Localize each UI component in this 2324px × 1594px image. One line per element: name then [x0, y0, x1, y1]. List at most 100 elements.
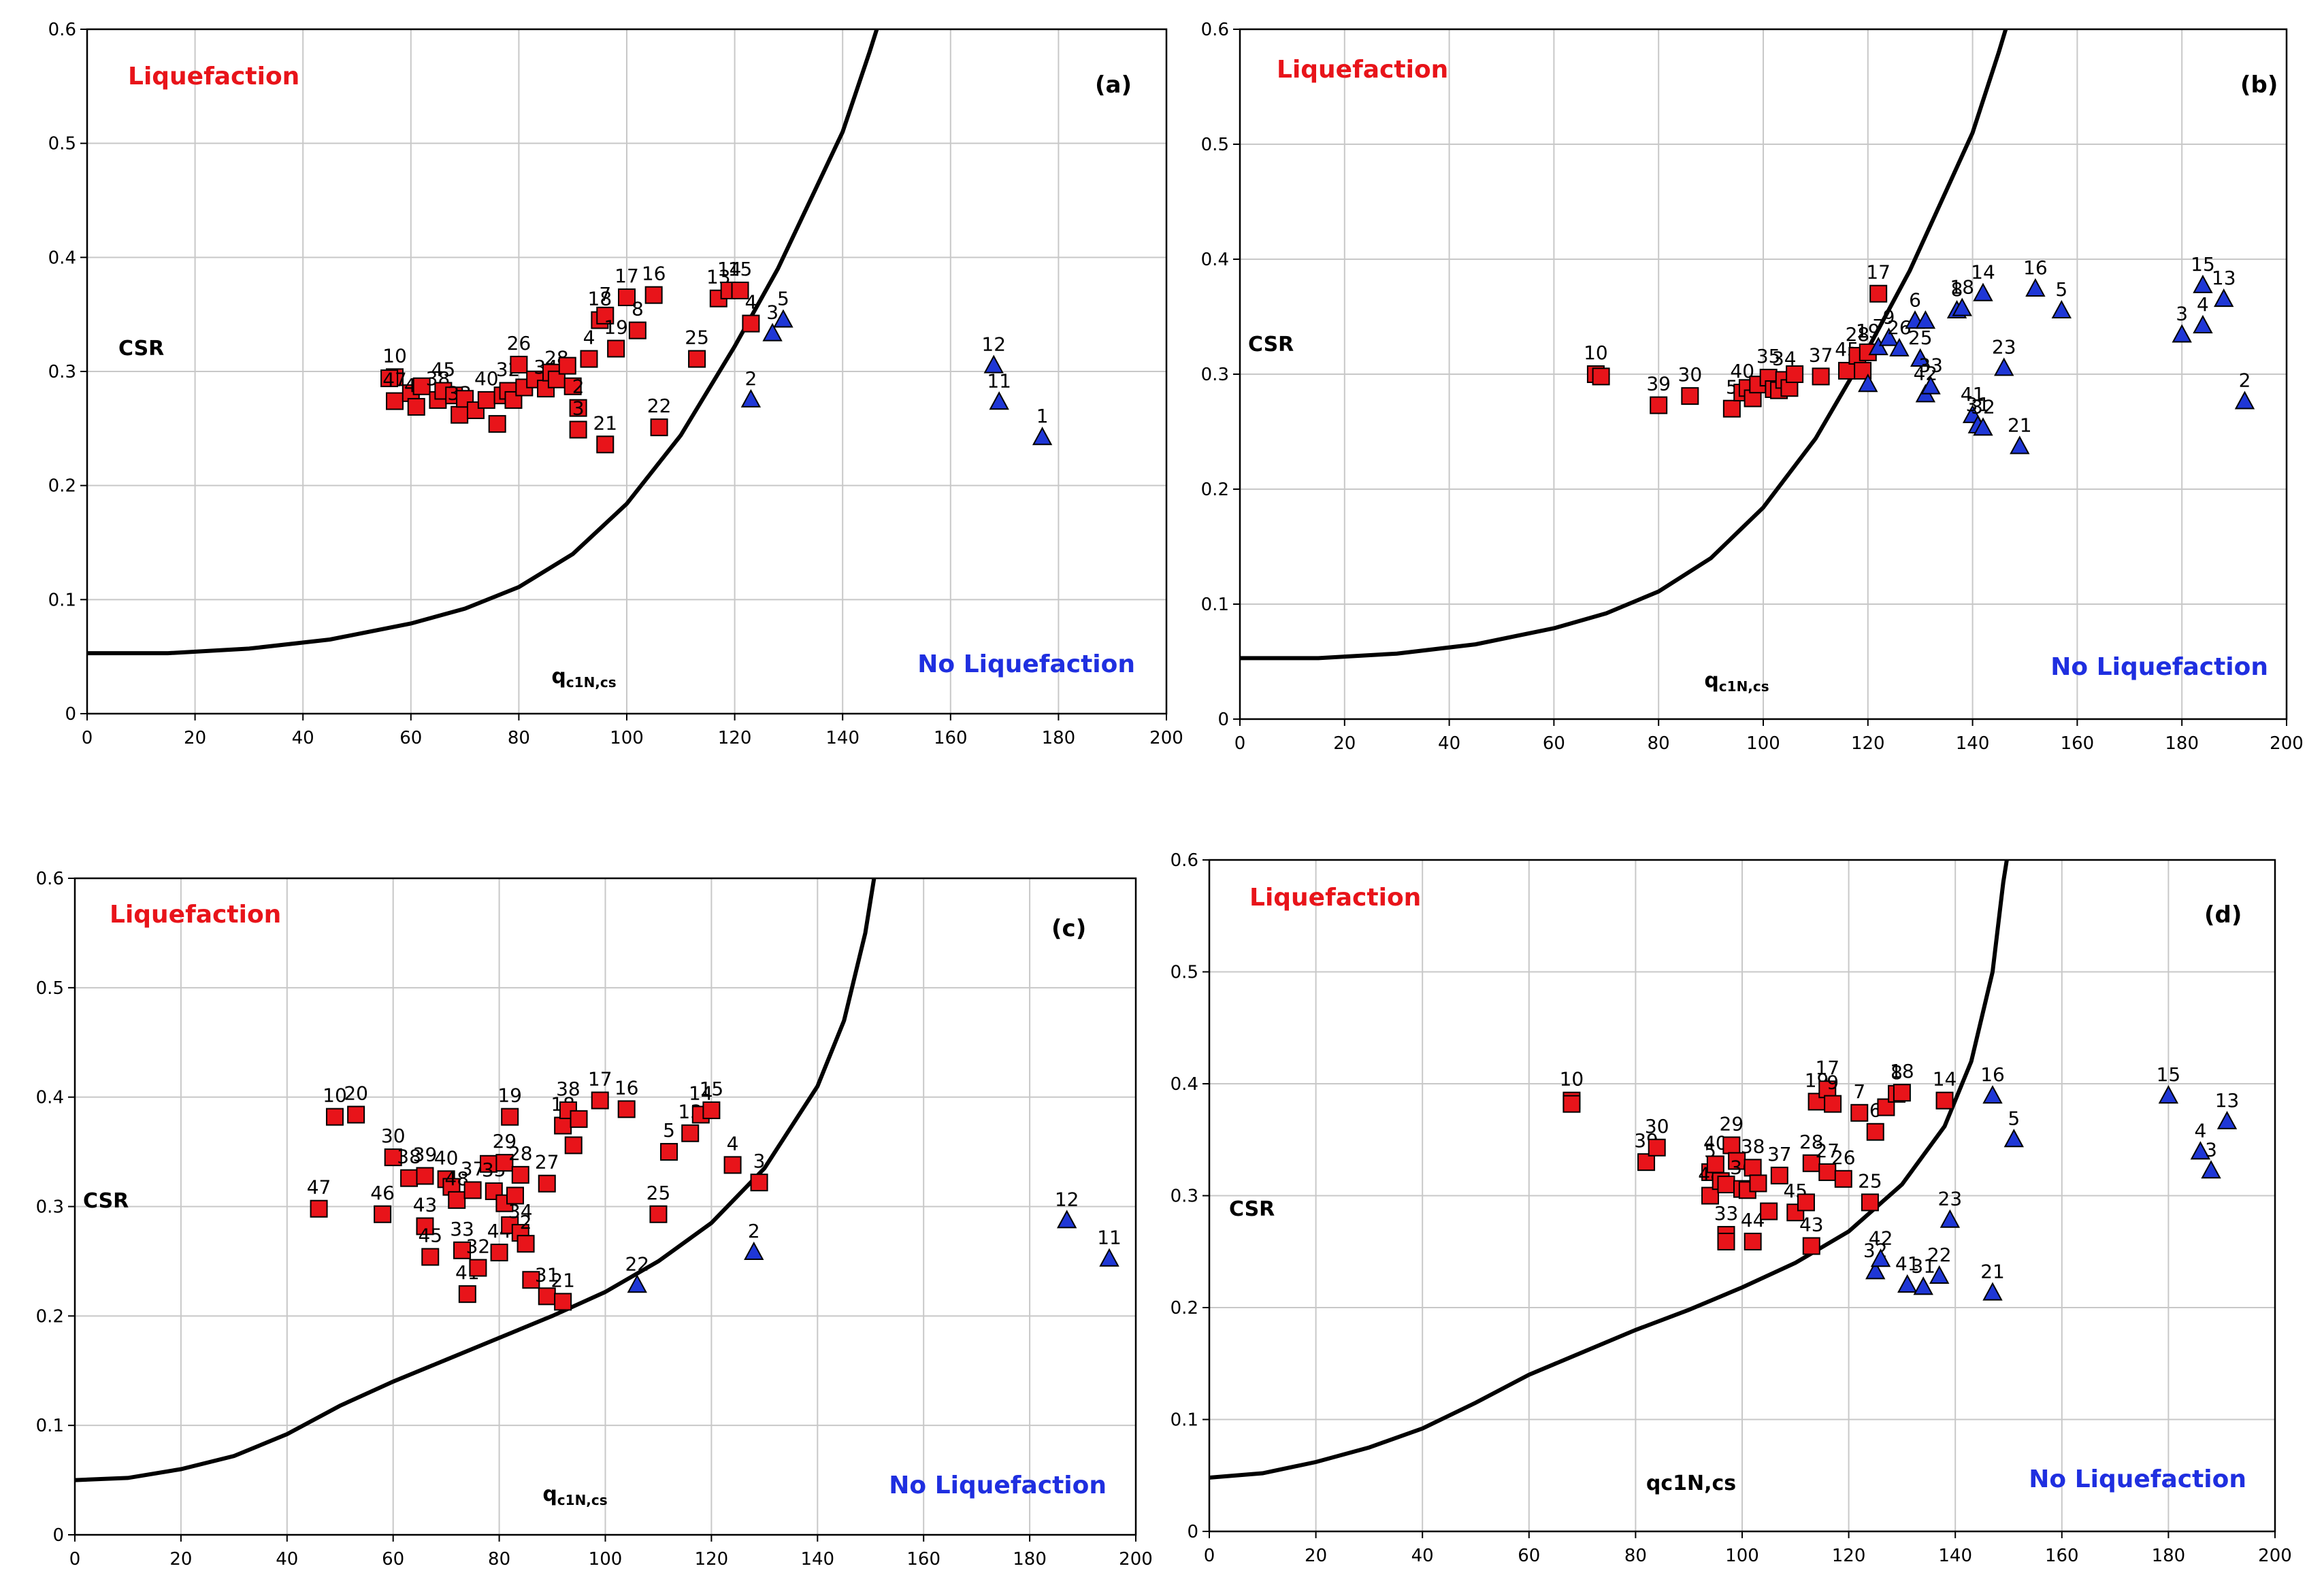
- liquefaction-point: [1744, 1159, 1762, 1177]
- liquefaction-point: [1744, 1232, 1762, 1250]
- no-liquefaction-point: [1920, 376, 1941, 395]
- y-tick-label: 0: [65, 704, 76, 725]
- point-label: 37: [1809, 344, 1833, 366]
- liquefaction-point: [1866, 1123, 1884, 1141]
- point-label: 37: [1767, 1143, 1792, 1165]
- liquefaction-point: [1818, 1080, 1837, 1099]
- liquefaction-point: [1637, 1153, 1656, 1172]
- point-label: 25: [1908, 327, 1933, 349]
- point-label: 14: [717, 258, 742, 280]
- x-tick-label: 80: [1648, 733, 1670, 754]
- point-label: 33: [450, 1218, 474, 1240]
- liquefaction-point: [1681, 387, 1699, 405]
- point-label: 18: [1950, 276, 1974, 299]
- no-liquefaction-point: [1870, 1248, 1891, 1267]
- point-label: 16: [2023, 256, 2048, 279]
- point-label: 10: [323, 1084, 347, 1107]
- point-label: 8: [1891, 1061, 1903, 1084]
- liquefaction-point: [510, 355, 528, 373]
- point-label: 33: [1714, 1202, 1739, 1225]
- liquefaction-point: [628, 321, 647, 339]
- point-label: 9: [1827, 1072, 1839, 1094]
- point-label: 25: [685, 327, 709, 349]
- no-liquefaction-region-label: No Liquefaction: [889, 1472, 1107, 1499]
- y-axis-title: CSR: [1229, 1197, 1275, 1221]
- point-label: 7: [599, 283, 611, 305]
- no-liquefaction-point: [2234, 391, 2255, 410]
- x-tick-label: 180: [1013, 1549, 1047, 1570]
- grid: [87, 29, 1166, 714]
- liquefaction-point: [1722, 1136, 1741, 1155]
- point-label: 19: [1856, 320, 1880, 342]
- point-label: 3: [766, 301, 779, 324]
- liquefaction-point: [554, 1293, 572, 1311]
- point-label: 20: [344, 1082, 368, 1104]
- x-tick-label: 40: [292, 728, 314, 748]
- point-label: 4: [583, 327, 595, 349]
- no-liquefaction-point: [2190, 1141, 2211, 1160]
- x-tick-label: 20: [1333, 733, 1356, 754]
- liquefaction-point: [480, 1155, 498, 1173]
- liquefaction-point: [660, 1143, 678, 1161]
- point-label: 25: [1858, 1169, 1882, 1192]
- point-label: 6: [1909, 288, 1921, 311]
- liquefaction-point: [1701, 1186, 1720, 1205]
- liquefaction-point: [1797, 1193, 1815, 1212]
- no-liquefaction-point: [1032, 427, 1053, 446]
- x-tick-label: 120: [1851, 733, 1885, 754]
- liquefaction-point: [1802, 1154, 1820, 1172]
- point-label: 40: [434, 1146, 459, 1169]
- liquefaction-point: [563, 377, 582, 395]
- no-liquefaction-point: [744, 1241, 764, 1261]
- liquefaction-point: [1650, 396, 1668, 414]
- point-label: 38: [556, 1078, 580, 1100]
- point-label: 21: [593, 412, 617, 434]
- point-label: 14: [1971, 261, 1995, 284]
- y-tick-label: 0.2: [1201, 480, 1229, 500]
- liquefaction-point: [580, 350, 598, 368]
- point-label: 21: [1980, 1261, 2005, 1283]
- point-label: 4: [2197, 293, 2209, 316]
- y-tick-label: 0: [1217, 710, 1229, 730]
- point-label: 2: [520, 1211, 532, 1233]
- liquefaction-point: [1802, 1237, 1820, 1255]
- y-tick-label: 0: [1187, 1522, 1198, 1542]
- y-tick-label: 0.3: [1171, 1186, 1198, 1207]
- x-tick-label: 100: [1746, 733, 1780, 754]
- no-liquefaction-point: [2214, 288, 2234, 308]
- no-liquefaction-point: [1940, 1209, 1961, 1228]
- y-tick-label: 0.1: [1171, 1410, 1198, 1431]
- liquefaction-point: [1717, 1176, 1735, 1194]
- point-label: 13: [2212, 267, 2236, 289]
- x-tick-label: 140: [825, 728, 860, 748]
- point-label: 45: [418, 1224, 442, 1246]
- point-label: 4: [727, 1132, 739, 1155]
- no-liquefaction-region-label: No Liquefaction: [2029, 1465, 2246, 1493]
- point-label: 3: [572, 397, 585, 420]
- panel-tag: (c): [1051, 915, 1086, 942]
- no-liquefaction-point: [1910, 348, 1931, 367]
- y-tick-label: 0.5: [1171, 963, 1198, 983]
- liquefaction-point: [1728, 1152, 1746, 1170]
- point-label: 45: [431, 359, 456, 381]
- point-label: 5: [777, 288, 789, 310]
- no-liquefaction-point: [989, 391, 1009, 410]
- no-liquefaction-point: [2025, 278, 2046, 297]
- no-liquefaction-point: [762, 322, 783, 342]
- point-label: 9: [1883, 306, 1895, 329]
- liquefaction-point: [750, 1174, 768, 1192]
- no-liquefaction-point: [2010, 435, 2030, 454]
- point-label: 2: [572, 376, 585, 398]
- no-liquefaction-point: [2003, 1129, 2025, 1148]
- chart-panel-3: 0 20 40 60 80 100 120 140 160 180 200 0 0.1 0.2 0.3 0.4…: [36, 869, 1153, 1570]
- y-tick-label: 0.2: [1171, 1298, 1198, 1318]
- no-liquefaction-point: [1973, 417, 1993, 436]
- y-tick-label: 0.3: [48, 362, 76, 382]
- liquefaction-point: [310, 1199, 328, 1218]
- point-label: 17: [1815, 1057, 1839, 1079]
- point-label: 35: [1756, 345, 1781, 367]
- liquefaction-point: [501, 1108, 519, 1126]
- liquefaction-point: [400, 1169, 419, 1187]
